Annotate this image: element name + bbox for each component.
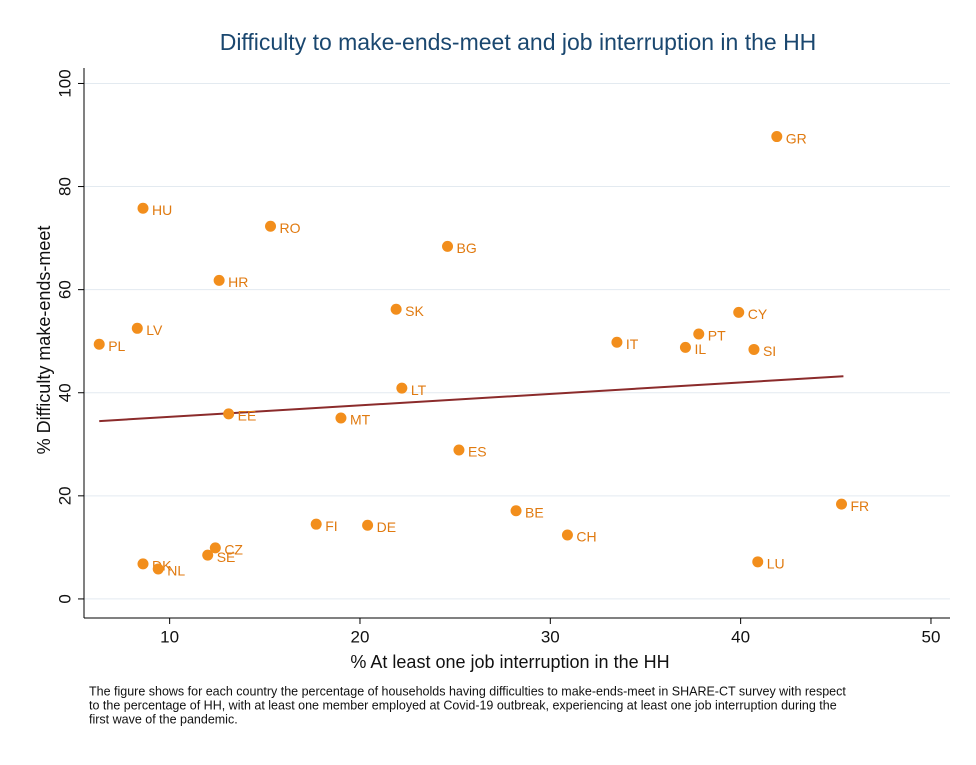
x-tick-label: 40 [731, 627, 750, 646]
point [611, 336, 623, 348]
point-label: BG [457, 240, 477, 256]
point-label: FI [325, 518, 337, 534]
point-label: LV [146, 322, 163, 338]
point-label: PL [108, 338, 125, 354]
point [213, 274, 225, 286]
point-label: EE [238, 408, 257, 424]
point-label: RO [280, 220, 301, 236]
point-label: LT [411, 382, 427, 398]
point [223, 408, 235, 420]
y-tick-label: 60 [55, 280, 74, 299]
note: The figure shows for each country the pe… [89, 684, 846, 698]
point-label: FR [851, 498, 870, 514]
point-label: PT [708, 328, 726, 344]
point [733, 306, 745, 318]
point [510, 505, 522, 517]
note: first wave of the pandemic. [89, 712, 238, 726]
x-tick-label: 20 [351, 627, 370, 646]
point [202, 549, 214, 561]
point [453, 444, 465, 456]
point [693, 328, 705, 340]
point [152, 563, 164, 575]
point-label: BE [525, 504, 544, 520]
point-label: CH [576, 529, 596, 545]
point [396, 382, 408, 394]
point-label: SE [217, 549, 236, 565]
point [771, 131, 783, 143]
point [362, 519, 374, 531]
point [137, 202, 149, 214]
point [836, 498, 848, 510]
point-label: HR [228, 274, 248, 290]
point [442, 240, 454, 252]
point [265, 220, 277, 232]
y-tick-label: 40 [55, 383, 74, 402]
point-label: LU [767, 556, 785, 572]
x-tick-label: 50 [922, 627, 941, 646]
point-label: ES [468, 444, 487, 460]
chart-title: Difficulty to make-ends-meet and job int… [220, 29, 817, 55]
point-label: IL [694, 341, 706, 357]
point [752, 556, 764, 568]
point [748, 343, 760, 355]
point-label: SK [405, 303, 424, 319]
x-tick-label: 10 [160, 627, 179, 646]
point-label: DE [377, 519, 396, 535]
point-label: GR [786, 130, 807, 146]
point [209, 542, 221, 554]
note: to the percentage of HH, with at least o… [89, 698, 837, 712]
point [390, 303, 402, 315]
point-label: NL [167, 563, 185, 579]
point-label: MT [350, 412, 371, 428]
y-tick-label: 80 [55, 177, 74, 196]
y-tick-label: 0 [55, 594, 74, 603]
point [93, 338, 105, 350]
point [679, 341, 691, 353]
point-label: CZ [224, 542, 243, 558]
point-label: IT [626, 336, 639, 352]
y-tick-label: 100 [55, 69, 74, 97]
point [335, 412, 347, 424]
point [131, 322, 143, 334]
y-tick-label: 20 [55, 486, 74, 505]
point [561, 529, 573, 541]
point-label: HU [152, 202, 172, 218]
point-label: SI [763, 343, 776, 359]
point-label: CY [748, 306, 768, 322]
point [310, 518, 322, 530]
point [137, 558, 149, 570]
x-axis-label: % At least one job interruption in the H… [350, 652, 669, 672]
x-tick-label: 30 [541, 627, 560, 646]
y-axis-label: % Difficulty make-ends-meet [34, 226, 54, 455]
